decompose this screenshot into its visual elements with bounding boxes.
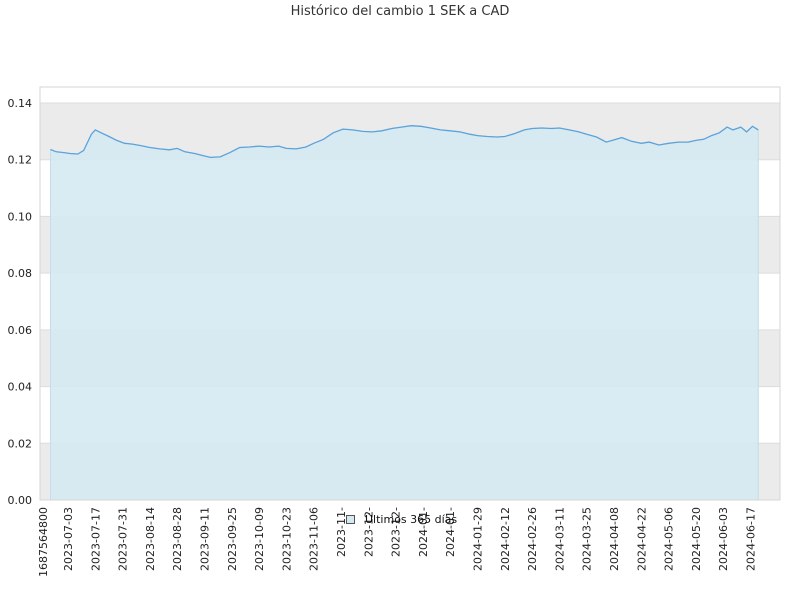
y-axis-ticks: 0.00 0.02 0.04 0.06 0.08 0.10 0.12 0.14 (8, 97, 33, 507)
y-tick-label: 0.08 (8, 267, 33, 280)
x-tick-label: 2024-02-12 (499, 507, 512, 571)
x-tick-label: 2024-04-08 (608, 507, 621, 571)
legend-swatch[interactable] (346, 515, 355, 524)
x-tick-label: 2023-07-03 (62, 507, 75, 571)
x-tick-label: 2023-07-31 (117, 507, 130, 571)
x-tick-label: 2023-07-17 (89, 507, 102, 571)
x-tick-label: 2023-08-14 (144, 507, 157, 571)
x-axis-ticks: 1687564800 2023-07-03 2023-07-17 2023-07-31… (37, 507, 758, 577)
x-tick-label: 2023-11- (335, 507, 348, 557)
y-tick-label: 0.14 (8, 97, 33, 110)
x-tick-label: 2023-11-06 (308, 507, 321, 571)
x-tick-label: 2024-06-17 (745, 507, 758, 571)
y-tick-label: 0.10 (8, 210, 33, 223)
legend-label[interactable]: Últimos 365 días (365, 513, 457, 526)
x-tick-label: 2023-12- (390, 507, 403, 557)
x-tick-label: 2024-05-20 (690, 507, 703, 571)
chart-title: Histórico del cambio 1 SEK a CAD (291, 4, 510, 19)
y-tick-label: 0.00 (8, 494, 33, 507)
x-tick-label: 2023-09-25 (226, 507, 239, 571)
series-area (50, 125, 759, 501)
x-tick-label: 2023-10-23 (280, 507, 293, 571)
y-tick-label: 0.12 (8, 154, 33, 167)
x-tick-label: 2024-03-25 (581, 507, 594, 571)
x-tick-label: 1687564800 (37, 507, 50, 577)
x-tick-label: 2024-05-06 (663, 507, 676, 571)
x-tick-label: 2023-08-28 (171, 507, 184, 571)
x-tick-label: 2023-09-11 (199, 507, 212, 571)
y-tick-label: 0.02 (8, 437, 33, 450)
x-tick-label: 2024-01- (444, 507, 457, 557)
legend[interactable]: Últimos 365 días (346, 513, 458, 526)
x-tick-label: 2024-01- (417, 507, 430, 557)
y-tick-label: 0.06 (8, 324, 33, 337)
x-tick-label: 2024-04-22 (635, 507, 648, 571)
plot-frame (39, 86, 781, 501)
x-tick-label: 2024-06-03 (717, 507, 730, 571)
y-tick-label: 0.04 (8, 381, 33, 394)
x-tick-label: 2024-02-26 (526, 507, 539, 571)
x-tick-label: 2023-10-09 (253, 507, 266, 571)
x-tick-label: 2024-01-29 (472, 507, 485, 571)
x-tick-label: 2024-03-11 (553, 507, 566, 571)
x-tick-label: 2023-12- (362, 507, 375, 557)
series-line (50, 125, 759, 159)
